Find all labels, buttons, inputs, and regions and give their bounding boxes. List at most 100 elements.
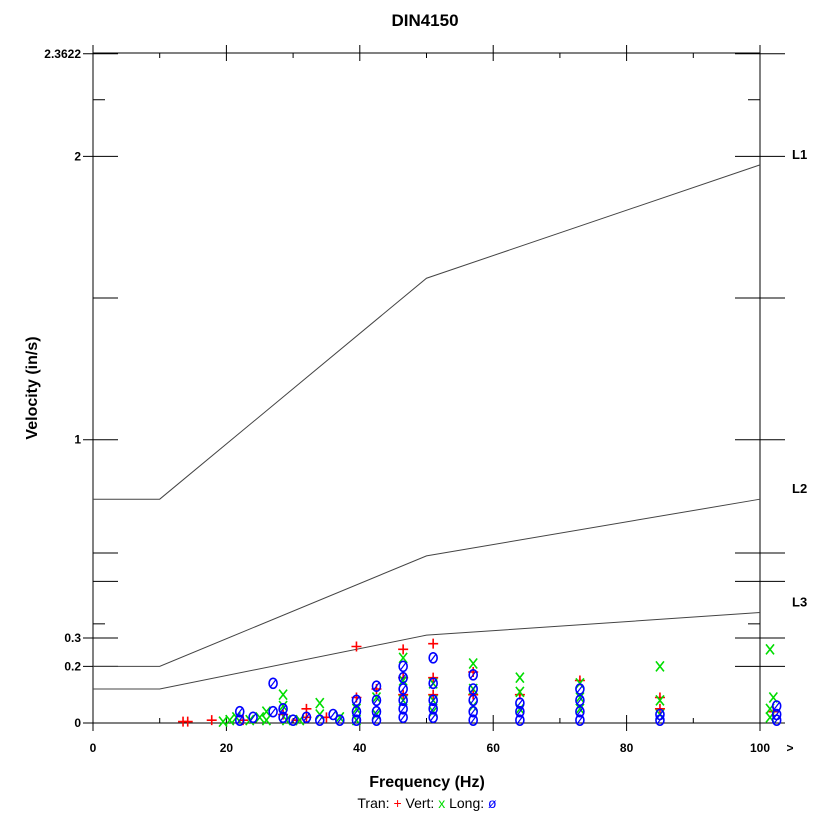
long-point — [268, 677, 278, 690]
long-point — [428, 677, 438, 690]
long-point — [398, 711, 408, 724]
legend-symbol: + — [393, 795, 401, 811]
long-point-slash — [576, 715, 584, 725]
limit-line-label: L2 — [792, 481, 807, 496]
vert-point — [575, 703, 585, 715]
long-point-slash — [279, 704, 287, 714]
long-point — [575, 683, 585, 695]
vert-point — [261, 714, 272, 726]
x-tick-label: 60 — [487, 741, 501, 755]
limit-line-l2 — [93, 498, 761, 667]
long-point — [278, 711, 288, 724]
long-point-slash — [469, 695, 477, 705]
tran-point — [206, 715, 217, 726]
long-point-slash — [399, 712, 407, 722]
long-point-slash — [236, 715, 244, 725]
long-point — [515, 705, 525, 718]
long-point-slash — [576, 707, 584, 717]
long-point — [371, 680, 382, 692]
long-point-slash — [576, 695, 584, 705]
axis-ticks: 0 0.2 0.3 1 2 2.3622 0 20 40 60 80 100 — [44, 45, 785, 755]
tran-point — [351, 641, 362, 652]
long-point — [278, 703, 288, 715]
long-point-slash — [236, 707, 244, 717]
long-point-slash — [289, 715, 297, 725]
long-point-slash — [516, 707, 524, 717]
long-point — [248, 711, 258, 724]
long-point — [655, 714, 665, 726]
long-point-slash — [302, 712, 310, 722]
long-point — [351, 694, 362, 707]
legend-label: Vert: — [402, 795, 439, 811]
long-point-slash — [429, 653, 437, 663]
legend-label: Tran: — [357, 795, 393, 811]
long-point-slash — [399, 704, 407, 714]
x-tick-label: 100 — [750, 741, 770, 755]
long-point — [428, 703, 438, 715]
long-point — [234, 705, 245, 718]
long-point-slash — [656, 715, 664, 725]
long-point — [575, 694, 585, 707]
long-point-slash — [429, 678, 437, 688]
vert-point — [278, 700, 288, 712]
legend-symbol: x — [438, 795, 445, 811]
legend-symbol: ø — [488, 795, 497, 811]
long-point-slash — [372, 681, 380, 691]
vert-point — [655, 694, 665, 706]
long-point — [468, 705, 478, 718]
long-point — [328, 708, 338, 721]
vert-point — [398, 652, 408, 664]
long-point — [468, 683, 478, 695]
long-point — [515, 714, 525, 726]
long-point-slash — [773, 715, 781, 725]
x-tick-label: 20 — [220, 741, 234, 755]
vert-point — [468, 658, 478, 670]
long-point-slash — [773, 701, 781, 711]
long-point-slash — [516, 698, 524, 708]
vert-point — [655, 660, 665, 672]
long-point-slash — [429, 695, 437, 705]
long-point — [398, 671, 408, 684]
long-point — [398, 694, 408, 707]
long-point-slash — [516, 715, 524, 725]
long-point-slash — [352, 707, 360, 717]
vert-point — [255, 711, 265, 723]
long-point-slash — [316, 715, 324, 725]
vert-point — [515, 672, 525, 684]
long-point-slash — [336, 715, 344, 725]
chart-title: DIN4150 — [391, 11, 458, 30]
vert-point — [398, 675, 408, 687]
long-point-slash — [279, 712, 287, 722]
tran-point — [182, 716, 193, 727]
y-tick-label: 0.2 — [64, 659, 81, 673]
long-point-slash — [469, 707, 477, 717]
long-point-slash — [372, 715, 380, 725]
vert-point — [371, 692, 382, 704]
y-tick-label: 2.3622 — [44, 47, 81, 61]
long-point-slash — [399, 673, 407, 683]
long-point-slash — [269, 678, 277, 688]
x-tick-label: 0 — [90, 741, 97, 755]
long-point — [268, 705, 278, 718]
long-point — [428, 711, 438, 724]
y-tick-label: 0 — [74, 716, 81, 730]
vert-point — [261, 706, 272, 718]
long-point-slash — [399, 661, 407, 671]
long-point-slash — [372, 695, 380, 705]
vert-point — [351, 703, 362, 715]
long-point-slash — [469, 684, 477, 694]
plot-frame — [92, 52, 761, 724]
long-point-slash — [429, 704, 437, 714]
vert-point — [278, 689, 288, 701]
vert-point — [225, 714, 235, 726]
vert-point — [515, 686, 525, 698]
limit-line-label: L1 — [792, 147, 807, 162]
series-long — [234, 652, 782, 726]
legend-text: Tran: + Vert: x Long: ø — [357, 795, 497, 811]
long-point — [371, 694, 382, 707]
limit-line-label: L3 — [792, 595, 807, 610]
x-tick-label: 80 — [620, 741, 634, 755]
x-tick-label: 40 — [353, 741, 367, 755]
long-point-slash — [249, 712, 257, 722]
